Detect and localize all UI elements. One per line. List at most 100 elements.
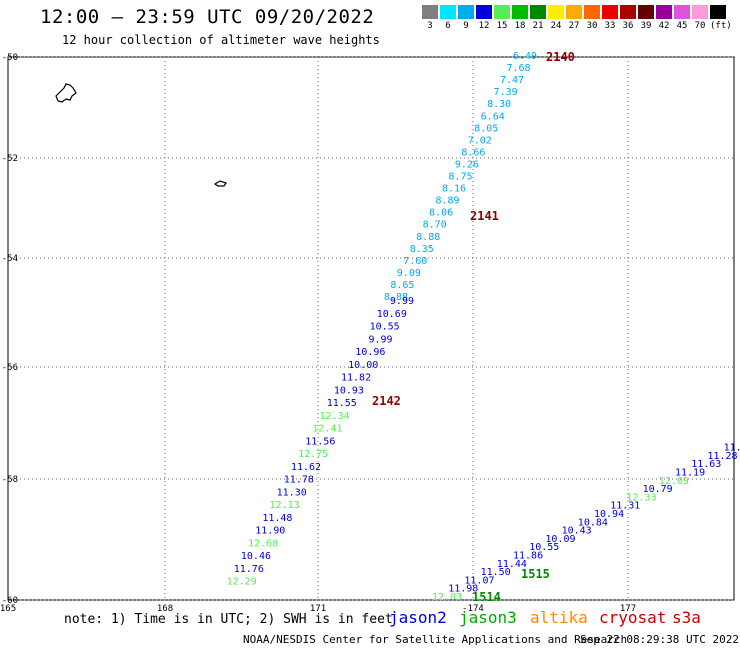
wave-height-value: 11.78 <box>284 475 314 486</box>
legend-swatch <box>638 5 654 19</box>
wave-height-value: 7.68 <box>506 63 530 74</box>
pass-time-label: 1515 <box>521 567 550 581</box>
legend-swatch <box>476 5 492 19</box>
page-title: 12:00 – 23:59 UTC 09/20/2022 <box>40 6 375 28</box>
page-subtitle: 12 hour collection of altimeter wave hei… <box>62 33 380 47</box>
latitude-label: -50 <box>2 53 18 63</box>
latitude-label: -52 <box>2 154 18 164</box>
wave-height-value: 10.69 <box>377 309 407 320</box>
campbell-island <box>213 180 227 187</box>
wave-height-value: 9.09 <box>397 268 421 279</box>
legend-swatch <box>566 5 582 19</box>
wave-height-value: 11.0 <box>724 443 740 454</box>
wave-height-value: 12.41 <box>312 424 342 435</box>
legend-label: 30 <box>586 21 598 31</box>
pass-time-label: 2140 <box>546 50 575 64</box>
islands <box>55 83 227 187</box>
satellite-name: jason3 <box>459 608 517 627</box>
legend-swatch <box>602 5 618 19</box>
satellite-name: altika <box>530 608 588 627</box>
wave-height-value: 8.16 <box>442 184 466 195</box>
satellite-name: s3a <box>672 608 701 627</box>
wave-height-value: 11.31 <box>610 501 640 512</box>
wave-height-value: 10.46 <box>241 551 271 562</box>
legend-label: 27 <box>568 21 580 31</box>
wave-height-value: 9.99 <box>368 334 392 345</box>
pass-time-label: 2142 <box>372 394 401 408</box>
satellite-name: cryosat <box>599 608 667 627</box>
wave-height-value: 10.43 <box>562 526 592 537</box>
wave-height-value: 11.56 <box>305 436 335 447</box>
wave-height-value: 11.62 <box>291 462 321 473</box>
wave-height-value: 8.35 <box>410 244 434 255</box>
wave-height-value: 10.79 <box>643 484 673 495</box>
legend-label: 24 <box>550 21 562 31</box>
wave-height-value: 9.99 <box>390 296 414 307</box>
legend-swatch <box>458 5 474 19</box>
wave-height-value: 11.28 <box>707 451 737 462</box>
wave-height-value: 10.55 <box>370 322 400 333</box>
legend-label: 9 <box>463 21 469 31</box>
legend-label: 21 <box>532 21 544 31</box>
map-grid <box>7 56 735 601</box>
wave-height-value: 11.48 <box>262 513 292 524</box>
wave-height-value: 8.88 <box>384 292 408 303</box>
legend-swatch <box>512 5 528 19</box>
wave-height-value: 8.70 <box>423 220 447 231</box>
wave-height-value: 11.50 <box>481 567 511 578</box>
legend-swatch <box>530 5 546 19</box>
satellite-name: jason2 <box>389 608 447 627</box>
wave-height-value: 6.64 <box>481 111 505 122</box>
wave-height-value: 7.02 <box>468 135 492 146</box>
legend-label: 45 <box>676 21 688 31</box>
wave-height-value: 11.19 <box>675 468 705 479</box>
latitude-label: -56 <box>2 363 18 373</box>
latitude-label: -60 <box>2 596 18 606</box>
legend-label: (ft) <box>710 21 732 31</box>
wave-height-value: 10.09 <box>545 534 575 545</box>
legend-swatch <box>620 5 636 19</box>
track-east-labels: 12.0311.9811.0711.5011.4411.8610.5510.09… <box>432 443 740 603</box>
wave-height-value: 11.98 <box>448 584 478 595</box>
wave-height-value: 11.90 <box>255 526 285 537</box>
wave-height-value: 12.03 <box>432 592 462 603</box>
wave-height-value: 12.09 <box>659 476 689 487</box>
wave-height-value: 10.00 <box>348 360 378 371</box>
longitude-label: -174 <box>462 604 484 614</box>
wave-height-value: 11.63 <box>691 459 721 470</box>
wave-height-value: 11.86 <box>513 551 543 562</box>
pass-time-labels: 2140 2141 2142 1515 1514 <box>372 50 575 604</box>
credit-line: NOAA/NESDIS Center for Satellite Applica… <box>243 633 628 646</box>
legend-label: 42 <box>658 21 670 31</box>
legend-label: 33 <box>604 21 616 31</box>
wave-height-value: 12.13 <box>269 500 299 511</box>
legend-swatch <box>674 5 690 19</box>
generated-timestamp: Sep 22 08:29:38 UTC 2022 <box>580 633 739 646</box>
wave-height-value: 8.30 <box>487 99 511 110</box>
wave-height-value: 11.07 <box>464 575 494 586</box>
footnote: note: 1) Time is in UTC; 2) SWH is in fe… <box>64 612 393 627</box>
wave-height-value: 7.39 <box>494 87 518 98</box>
wave-height-value: 8.89 <box>436 196 460 207</box>
wave-height-value: 8.05 <box>474 123 498 134</box>
legend-label: 70 <box>694 21 706 31</box>
pass-time-label: 2141 <box>470 209 499 223</box>
wave-height-value: 11.44 <box>497 559 527 570</box>
legend-swatch <box>422 5 438 19</box>
wave-height-value: 7.60 <box>403 256 427 267</box>
latitude-label: -54 <box>2 254 18 264</box>
wave-height-value: 12.33 <box>626 492 656 503</box>
wave-height-value: 9.26 <box>455 159 479 170</box>
wave-height-value: 11.55 <box>327 398 357 409</box>
legend-label: 36 <box>622 21 634 31</box>
legend-label: 3 <box>427 21 433 31</box>
wave-height-value: 7.47 <box>500 75 524 86</box>
legend-label: 12 <box>478 21 490 31</box>
legend-swatch <box>584 5 600 19</box>
wave-height-value: 11.76 <box>234 564 264 575</box>
legend-swatch <box>548 5 564 19</box>
legend-label: 15 <box>496 21 508 31</box>
legend-swatch <box>440 5 456 19</box>
